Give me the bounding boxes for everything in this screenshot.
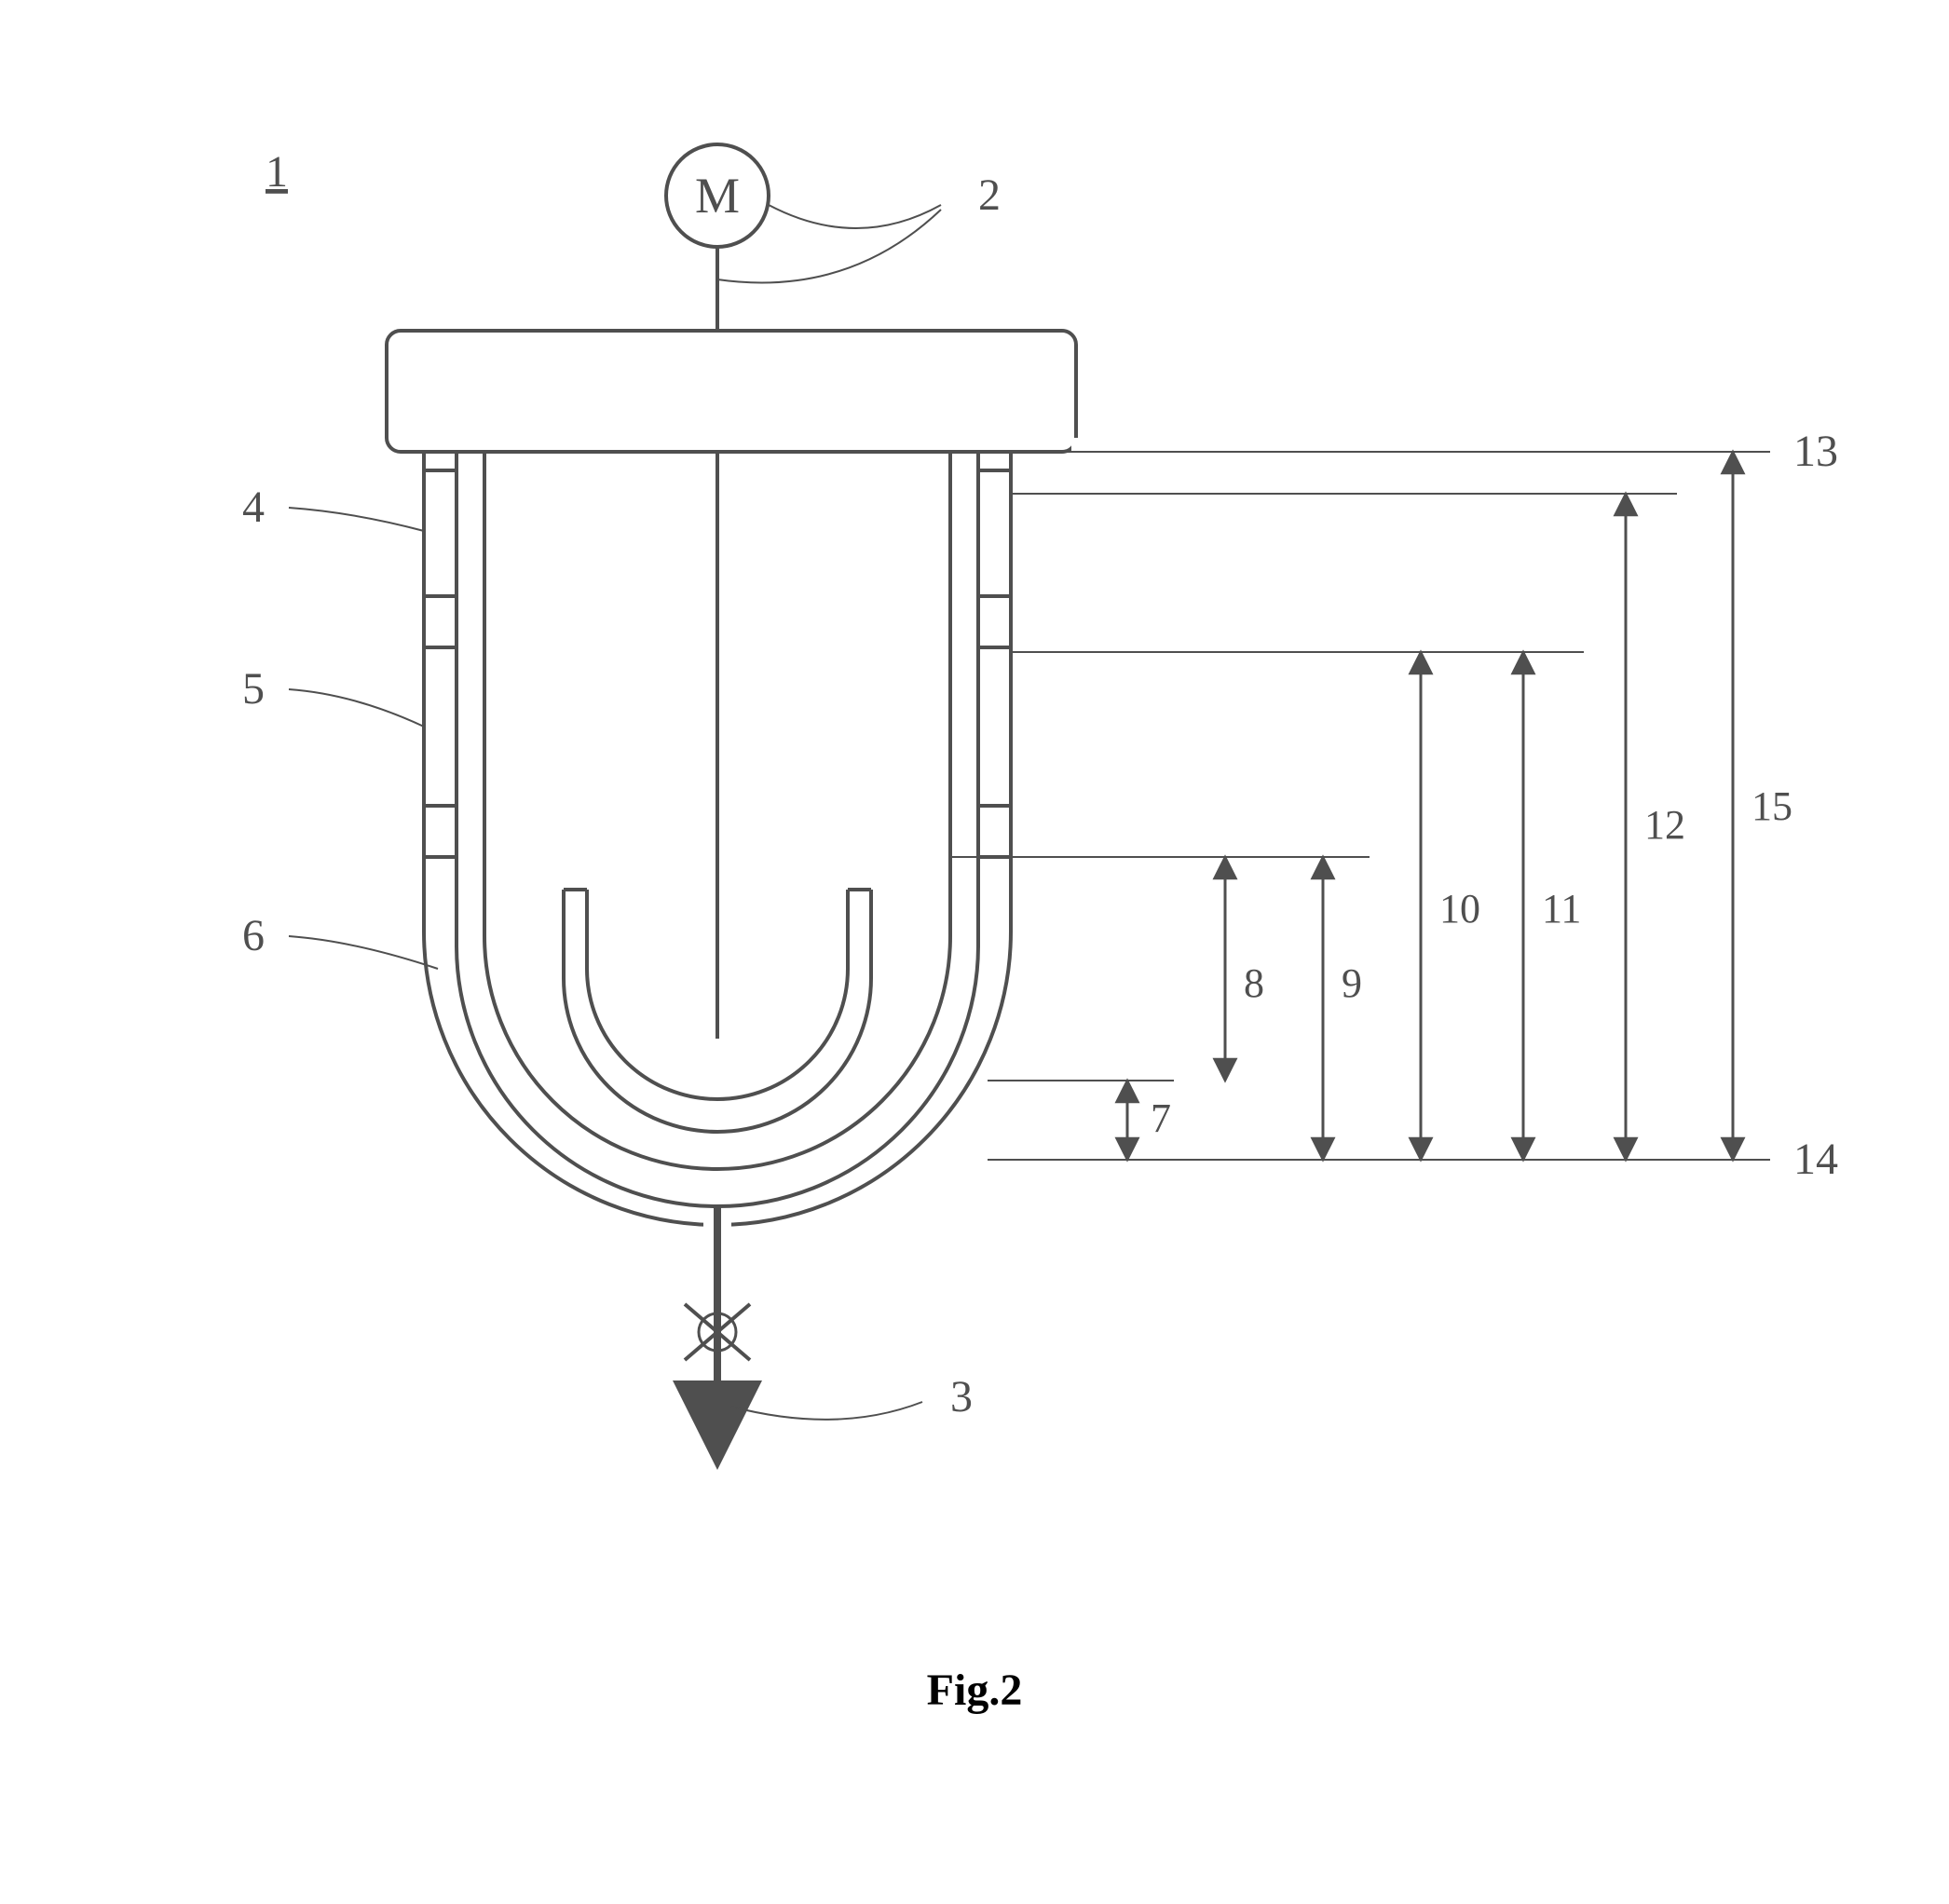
- lid: [387, 331, 1076, 452]
- label-15: 15: [1751, 783, 1792, 829]
- label-3: 3: [950, 1372, 973, 1421]
- label-14: 14: [1793, 1135, 1838, 1184]
- label-11: 11: [1542, 886, 1581, 932]
- label-3-leader: [731, 1402, 922, 1420]
- motor-symbol: M: [666, 144, 769, 331]
- label-1: 1: [266, 147, 288, 197]
- label-7: 7: [1151, 1095, 1171, 1141]
- motor-letter: M: [695, 168, 740, 224]
- label-6: 6: [242, 911, 265, 960]
- label-9: 9: [1342, 960, 1362, 1006]
- label-4: 4: [242, 483, 265, 532]
- drain-valve: [685, 1206, 750, 1425]
- label-5: 5: [242, 664, 265, 714]
- label-2: 2: [978, 170, 1001, 220]
- label-8: 8: [1244, 960, 1264, 1006]
- label-10: 10: [1439, 886, 1480, 932]
- label-2-leader: [717, 205, 941, 282]
- label-13: 13: [1793, 427, 1838, 476]
- figure-caption: Fig.2: [927, 1666, 1023, 1715]
- left-labels: [289, 508, 438, 969]
- label-12: 12: [1644, 802, 1685, 848]
